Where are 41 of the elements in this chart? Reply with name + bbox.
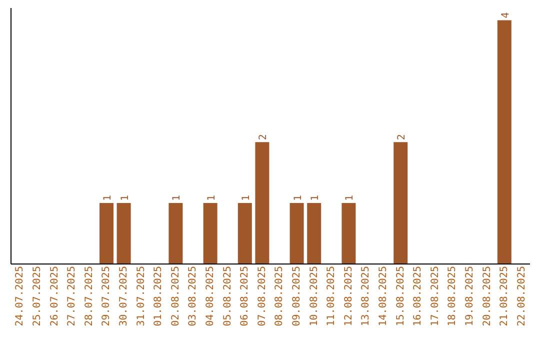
data-label: 2 — [396, 134, 408, 140]
data-label: 4 — [500, 12, 512, 18]
x-tick-label: 25.07.2025 — [32, 266, 43, 326]
data-label: 1 — [240, 195, 252, 202]
x-tick-label: 04.08.2025 — [204, 266, 216, 326]
x-tick-label: 16.08.2025 — [412, 266, 424, 326]
data-label: 1 — [206, 195, 218, 202]
x-tick-label: 30.07.2025 — [118, 266, 130, 326]
data-label: 1 — [310, 195, 322, 202]
x-tick-label: 01.08.2025 — [153, 266, 164, 326]
x-tick-label: 31.07.2025 — [136, 266, 147, 326]
x-tick-label: 19.08.2025 — [464, 266, 476, 326]
x-tick-label: 14.08.2025 — [378, 266, 389, 326]
x-tick-label: 18.08.2025 — [447, 266, 458, 326]
x-tick-label: 28.07.2025 — [84, 266, 95, 326]
x-tick-label: 13.08.2025 — [360, 266, 372, 326]
x-tick-label: 09.08.2025 — [291, 266, 302, 326]
x-tick-label: 29.07.2025 — [101, 266, 112, 326]
x-tick-label: 11.08.2025 — [326, 266, 338, 326]
x-tick-label: 21.08.2025 — [499, 266, 510, 326]
x-tick-label: 02.08.2025 — [170, 266, 182, 326]
x-tick-label: 20.08.2025 — [482, 266, 493, 326]
x-tick-label: 24.07.2025 — [14, 266, 26, 326]
x-tick-label: 27.07.2025 — [66, 266, 78, 326]
data-label: 1 — [102, 195, 114, 202]
x-tick-label: 12.08.2025 — [343, 266, 354, 326]
data-label: 1 — [172, 195, 183, 202]
x-tick-label: 22.08.2025 — [516, 266, 528, 326]
x-tick-label: 03.08.2025 — [188, 266, 199, 326]
x-tick-label: 06.08.2025 — [240, 266, 251, 326]
x-tick-label: 17.08.2025 — [430, 266, 441, 326]
x-tick-label: 26.07.2025 — [49, 266, 60, 326]
data-label: 1 — [120, 195, 131, 202]
data-label: 1 — [344, 195, 356, 202]
x-tick-label: 08.08.2025 — [274, 266, 286, 326]
data-label: 2 — [258, 134, 270, 140]
x-tick-label: 15.08.2025 — [395, 266, 406, 326]
x-tick-label: 10.08.2025 — [308, 266, 320, 326]
data-label: 1 — [292, 195, 304, 202]
x-tick-label: 07.08.2025 — [256, 266, 268, 326]
x-tick-label: 05.08.2025 — [222, 266, 234, 326]
